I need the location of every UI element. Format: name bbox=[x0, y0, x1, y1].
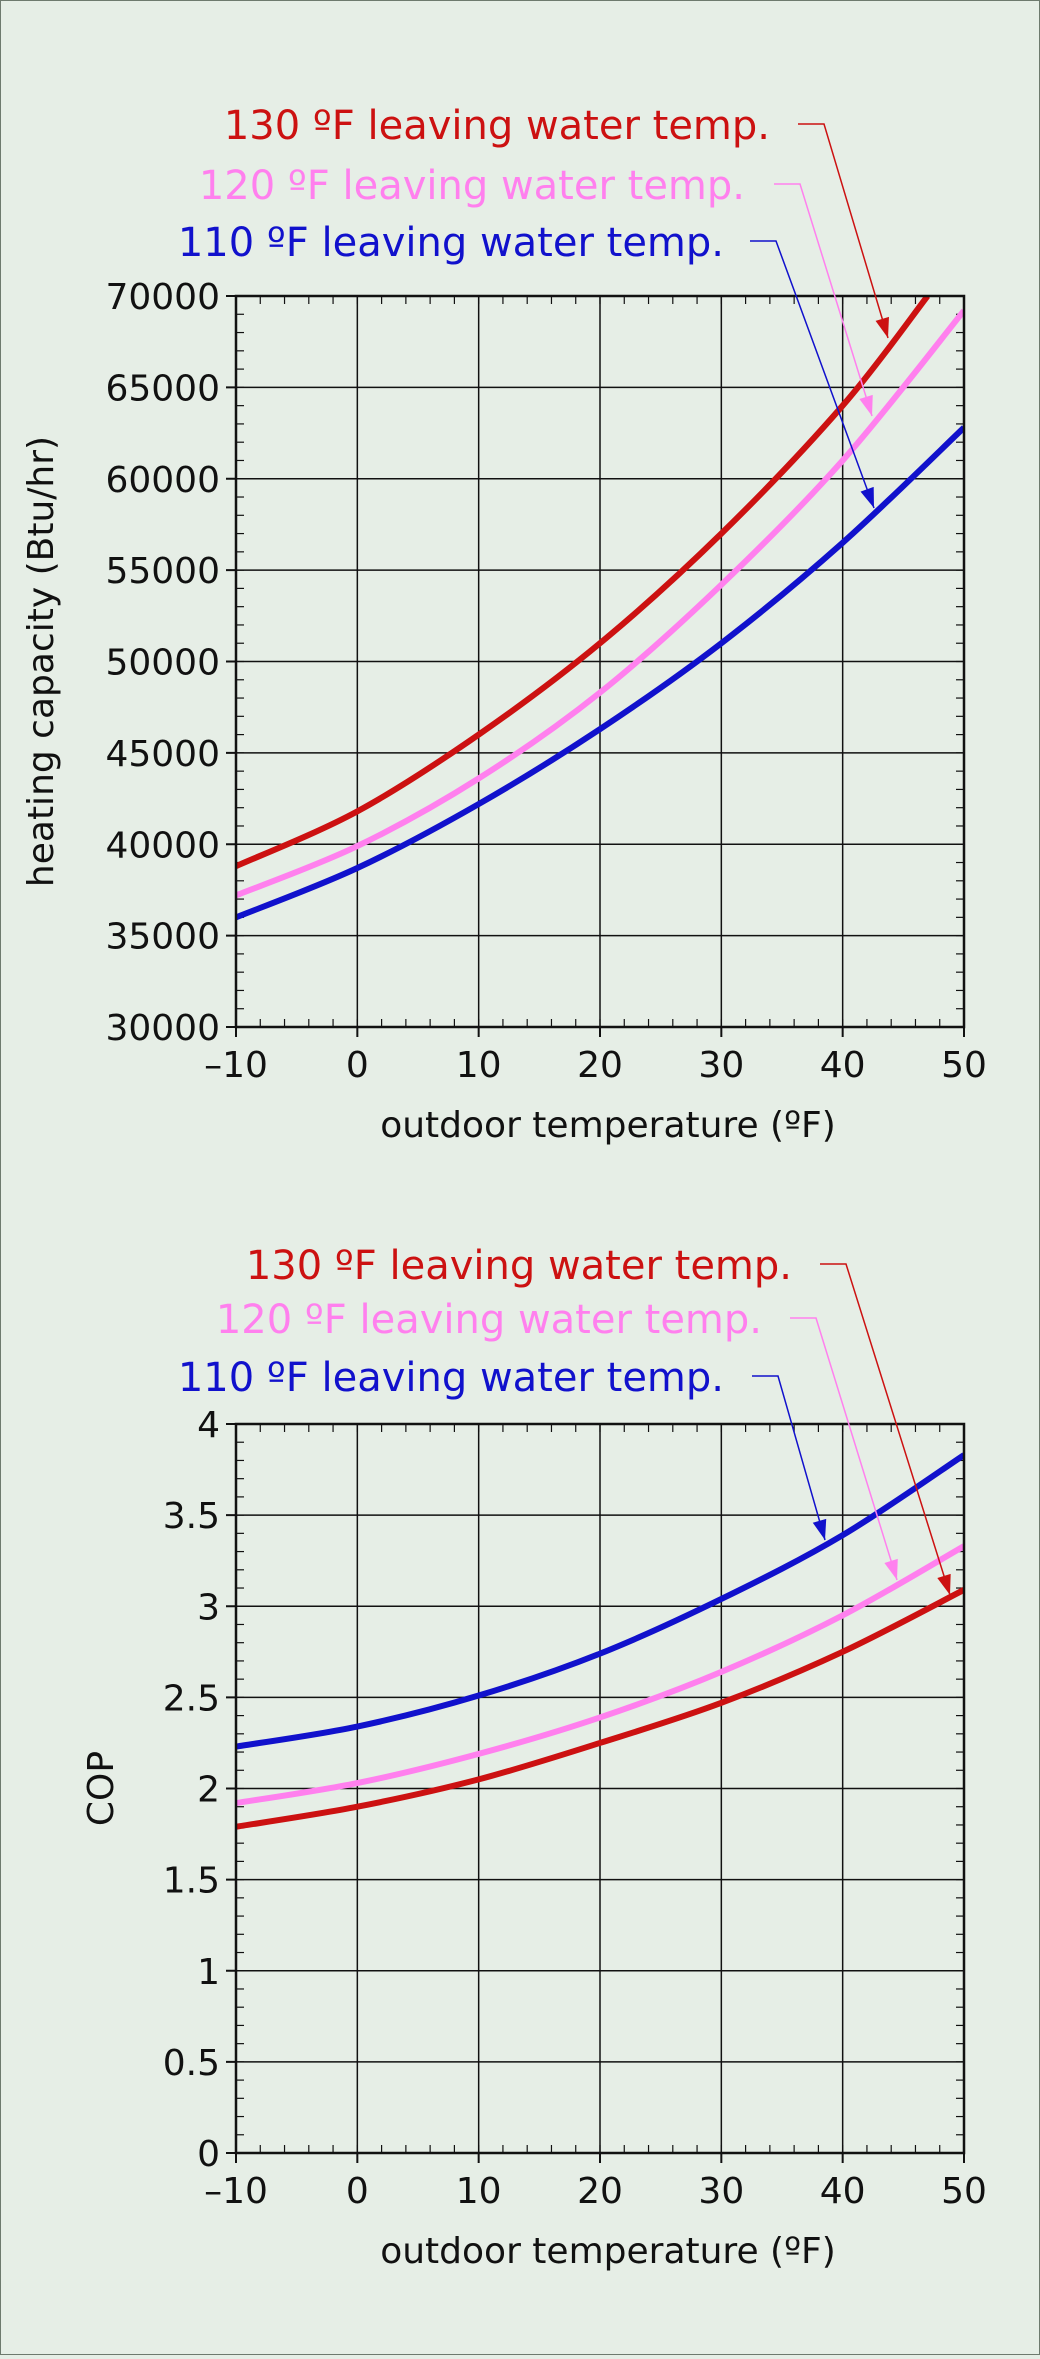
y-axis-label: heating capacity (Btu/hr) bbox=[21, 436, 62, 887]
series-line-2 bbox=[236, 425, 964, 921]
heating-capacity-chart: –10 0 10 20 30 40 50 30000 35000 40000 45000 50000 5… bbox=[21, 103, 987, 1146]
plot-frame bbox=[234, 1422, 966, 2155]
y-tick-label: 55000 bbox=[105, 551, 220, 592]
x-axis-label: outdoor temperature (ºF) bbox=[380, 1105, 836, 1146]
x-tick-label: 0 bbox=[346, 1045, 369, 1086]
x-tick-label: –10 bbox=[204, 1045, 268, 1086]
y-tick-label: 0 bbox=[197, 2134, 220, 2175]
y-tick-label: 30000 bbox=[105, 1008, 220, 1049]
y-tick-label: 2 bbox=[197, 1770, 220, 1811]
x-tick-label: 10 bbox=[456, 2171, 502, 2212]
legend-label-2: 110 ºF leaving water temp. bbox=[178, 1355, 724, 1401]
y-tick-label: 3.5 bbox=[163, 1496, 220, 1537]
y-tick-label: 4 bbox=[197, 1405, 220, 1446]
legend-arrowhead-2 bbox=[812, 1518, 827, 1540]
series-line-1 bbox=[236, 1543, 964, 1807]
legend-leader-line-2 bbox=[752, 1375, 826, 1541]
legend-label-1: 120 ºF leaving water temp. bbox=[199, 163, 745, 209]
x-axis-label: outdoor temperature (ºF) bbox=[380, 2231, 836, 2272]
x-tick-label: –10 bbox=[204, 2171, 268, 2212]
x-tick-label: 40 bbox=[820, 2171, 866, 2212]
y-tick-label: 35000 bbox=[105, 917, 220, 958]
y-tick-label: 3 bbox=[197, 1587, 220, 1628]
series-line-1 bbox=[236, 308, 964, 899]
y-tick-label: 1 bbox=[197, 1952, 220, 1993]
y-tick-label: 50000 bbox=[105, 643, 220, 684]
legend-leader-line-0 bbox=[820, 1263, 951, 1596]
legend-label-1: 120 ºF leaving water temp. bbox=[216, 1297, 762, 1343]
legend-arrowhead-0 bbox=[875, 316, 889, 338]
y-tick-label: 45000 bbox=[105, 734, 220, 775]
series-line-0 bbox=[236, 1587, 964, 1830]
legend-leader-line-0 bbox=[798, 123, 889, 339]
series-line-2 bbox=[236, 1452, 964, 1750]
y-tick-label: 1.5 bbox=[163, 1861, 220, 1902]
legend-arrowhead-1 bbox=[859, 394, 873, 416]
x-tick-label: 0 bbox=[346, 2171, 369, 2212]
legend-arrowhead-2 bbox=[860, 486, 874, 508]
y-tick-label: 70000 bbox=[105, 277, 220, 318]
x-tick-label: 20 bbox=[577, 1045, 623, 1086]
x-tick-label: 30 bbox=[698, 1045, 744, 1086]
y-tick-label: 40000 bbox=[105, 825, 220, 866]
series-line-0 bbox=[236, 296, 930, 869]
plot-frame bbox=[234, 294, 966, 1029]
x-tick-label: 20 bbox=[577, 2171, 623, 2212]
y-axis-label: COP bbox=[81, 1751, 122, 1826]
legend-leader-line-2 bbox=[750, 240, 875, 509]
x-tick-label: 10 bbox=[456, 1045, 502, 1086]
x-tick-label: 50 bbox=[941, 1045, 987, 1086]
legend-leader-line-1 bbox=[790, 1317, 898, 1581]
x-tick-label: 50 bbox=[941, 2171, 987, 2212]
x-tick-label: 40 bbox=[820, 1045, 866, 1086]
legend-label-0: 130 ºF leaving water temp. bbox=[224, 103, 770, 149]
y-tick-label: 2.5 bbox=[163, 1678, 220, 1719]
y-tick-label: 60000 bbox=[105, 460, 220, 501]
legend-arrowhead-1 bbox=[884, 1558, 898, 1580]
legend-leader-line-1 bbox=[774, 183, 873, 417]
legend-arrowhead-0 bbox=[937, 1573, 951, 1595]
legend-label-2: 110 ºF leaving water temp. bbox=[178, 220, 724, 266]
legend-label-0: 130 ºF leaving water temp. bbox=[246, 1243, 792, 1289]
y-tick-label: 0.5 bbox=[163, 2043, 220, 2084]
x-tick-label: 30 bbox=[698, 2171, 744, 2212]
y-tick-label: 65000 bbox=[105, 368, 220, 409]
